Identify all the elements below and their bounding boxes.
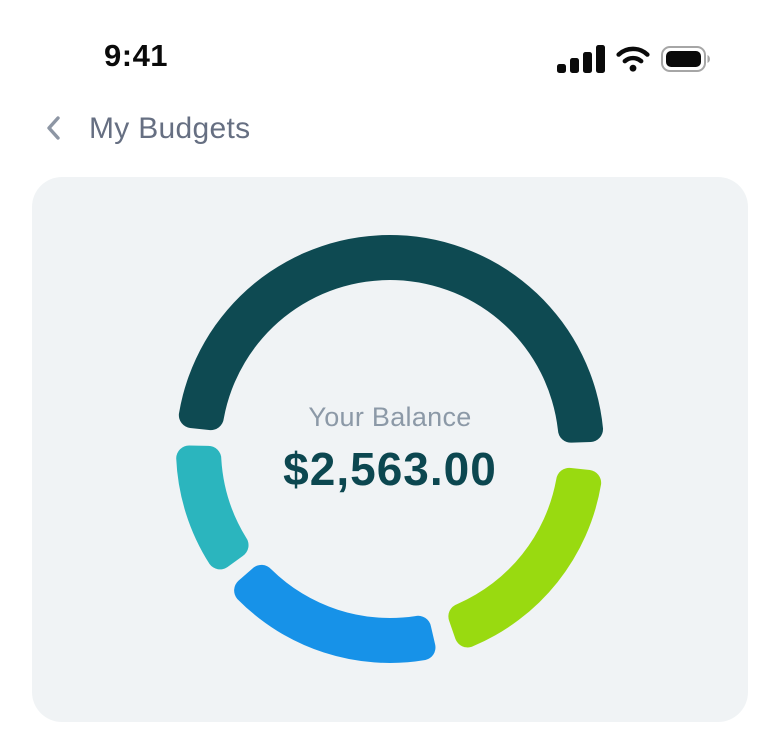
cellular-signal-icon bbox=[557, 45, 605, 73]
page-title: My Budgets bbox=[89, 112, 251, 145]
donut-segment-cyan bbox=[176, 445, 249, 570]
wifi-icon bbox=[616, 46, 650, 72]
back-button[interactable] bbox=[45, 115, 65, 143]
balance-card: Your Balance $2,563.00 bbox=[32, 177, 748, 722]
page-header: My Budgets bbox=[45, 112, 250, 146]
donut-segment-lime bbox=[448, 467, 602, 648]
donut-chart-area: Your Balance $2,563.00 bbox=[170, 229, 610, 669]
status-time: 9:41 bbox=[104, 38, 169, 73]
chevron-left-icon bbox=[45, 114, 62, 145]
status-icons bbox=[557, 45, 711, 73]
donut-segment-blue bbox=[234, 564, 436, 663]
balance-donut-chart bbox=[176, 234, 604, 663]
donut-segment-teal-dark bbox=[178, 234, 604, 443]
battery-icon bbox=[661, 46, 711, 72]
